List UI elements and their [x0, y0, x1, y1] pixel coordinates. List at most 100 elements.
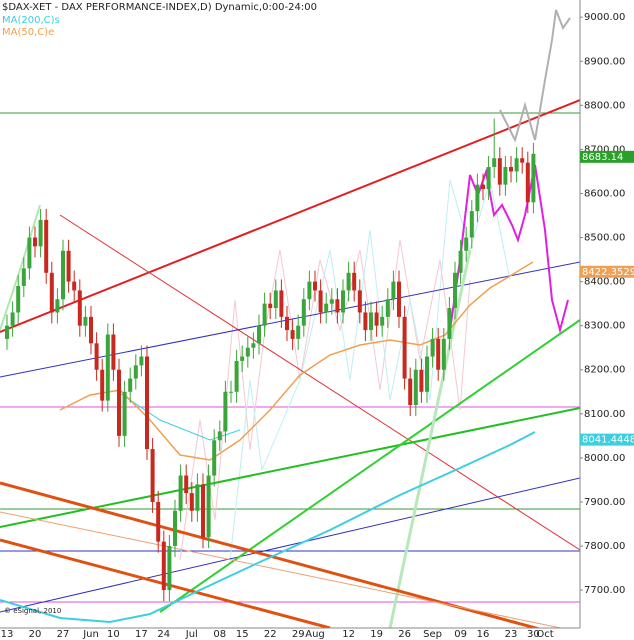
- y-tick-label: 7700.00: [584, 585, 625, 596]
- trend-line: [0, 511, 564, 628]
- candle-body: [397, 281, 401, 317]
- chart-title: $DAX-XET - DAX PERFORMANCE-INDEX,D) Dyna…: [2, 2, 317, 13]
- x-tick-label: 24: [157, 629, 170, 640]
- y-tick-label: 7800.00: [584, 541, 625, 552]
- candle-body: [33, 237, 37, 247]
- candle-body: [458, 250, 463, 273]
- x-tick-label: 19: [370, 629, 383, 640]
- candle-body: [279, 290, 284, 317]
- candle-body: [301, 299, 306, 326]
- candle-body: [352, 272, 357, 291]
- trend-line: [0, 99, 580, 333]
- projection-line: [499, 9, 571, 143]
- footer: © eSignal, 2010: [4, 607, 61, 615]
- y-tick-label: 7900.00: [584, 497, 625, 508]
- candle-body: [111, 334, 116, 370]
- candle-body: [408, 378, 413, 406]
- candle-body: [122, 391, 127, 436]
- candle-body: [21, 268, 26, 287]
- candle-body: [290, 330, 295, 339]
- x-tick-label: Jun: [82, 629, 99, 640]
- candle-body: [324, 303, 329, 313]
- candle-body: [492, 158, 497, 168]
- y-tick-label: 8700.00: [584, 144, 625, 155]
- price-tag-label: 8683.14: [582, 152, 623, 163]
- y-tick-label: 8400.00: [584, 277, 625, 288]
- candle-body: [212, 440, 217, 476]
- x-tick-label: 10: [107, 629, 120, 640]
- candle-body: [128, 378, 133, 392]
- faint-line: [0, 204, 41, 331]
- x-tick-label: 12: [342, 629, 355, 640]
- candle-body: [5, 325, 9, 339]
- candle-body: [447, 308, 452, 339]
- candle-body: [307, 281, 312, 300]
- candle-body: [189, 493, 194, 511]
- candle-body: [229, 391, 233, 393]
- x-tick-label: 08: [213, 629, 226, 640]
- candle-body: [178, 475, 183, 511]
- candle-body: [66, 250, 71, 282]
- candle-body: [402, 316, 407, 379]
- candle-body: [268, 303, 273, 309]
- candle-body: [374, 312, 379, 326]
- x-tick-label: Sep: [423, 629, 442, 640]
- candle-body: [262, 303, 267, 326]
- candle-body: [240, 356, 245, 361]
- y-tick-label: 8300.00: [584, 321, 625, 332]
- faint-line: [229, 179, 511, 561]
- trend-line: [0, 407, 580, 528]
- candle-body: [234, 360, 239, 392]
- candle-body: [313, 281, 317, 291]
- candle-body: [38, 219, 43, 247]
- candle-body: [357, 290, 362, 313]
- candle-body: [245, 347, 250, 357]
- price-tag-label: 8041.44482: [582, 435, 634, 446]
- y-tick-label: 8000.00: [584, 453, 625, 464]
- x-tick-label: 15: [236, 629, 249, 640]
- candle-body: [72, 281, 77, 291]
- x-tick-label: 27: [57, 629, 70, 640]
- candle-body: [329, 299, 334, 304]
- candle-body: [156, 501, 161, 542]
- candle-body: [49, 272, 54, 313]
- candle-body: [117, 369, 121, 436]
- candle-body: [195, 484, 200, 511]
- candle-body: [173, 510, 177, 547]
- candle-body: [206, 475, 211, 538]
- trend-line: [159, 319, 580, 613]
- y-tick-label: 8100.00: [584, 409, 625, 420]
- candle-body: [346, 272, 351, 291]
- candle-body: [436, 338, 441, 370]
- y-tick-label: 8500.00: [584, 233, 625, 244]
- x-tick-label: 30: [527, 629, 540, 640]
- candle-body: [83, 316, 88, 326]
- x-tick-label: Jul: [185, 629, 198, 640]
- candle-body: [201, 484, 205, 538]
- candle-body: [514, 158, 519, 172]
- candle-body: [419, 369, 424, 392]
- candle-body: [184, 475, 189, 494]
- candle-body: [139, 356, 144, 366]
- candle-body: [520, 158, 525, 163]
- candle-body: [167, 546, 172, 591]
- candle-body: [475, 184, 480, 212]
- x-tick-label: 17: [135, 629, 148, 640]
- candle-body: [413, 369, 418, 406]
- candle-body: [486, 167, 491, 190]
- candle-body: [391, 281, 396, 300]
- candle-body: [525, 162, 530, 203]
- trend-line: [59, 214, 580, 551]
- price-tag: [580, 433, 634, 446]
- candle-body: [94, 343, 99, 370]
- x-tick-label: 09: [454, 629, 467, 640]
- price-tag-label: 8422.35299: [582, 267, 634, 278]
- x-tick-label: 16: [477, 629, 490, 640]
- trend-line: [0, 481, 542, 628]
- candle-body: [481, 184, 485, 190]
- candle-body: [335, 299, 340, 313]
- candle-body: [380, 316, 385, 326]
- candle-body: [341, 290, 345, 313]
- candle-body: [464, 237, 469, 251]
